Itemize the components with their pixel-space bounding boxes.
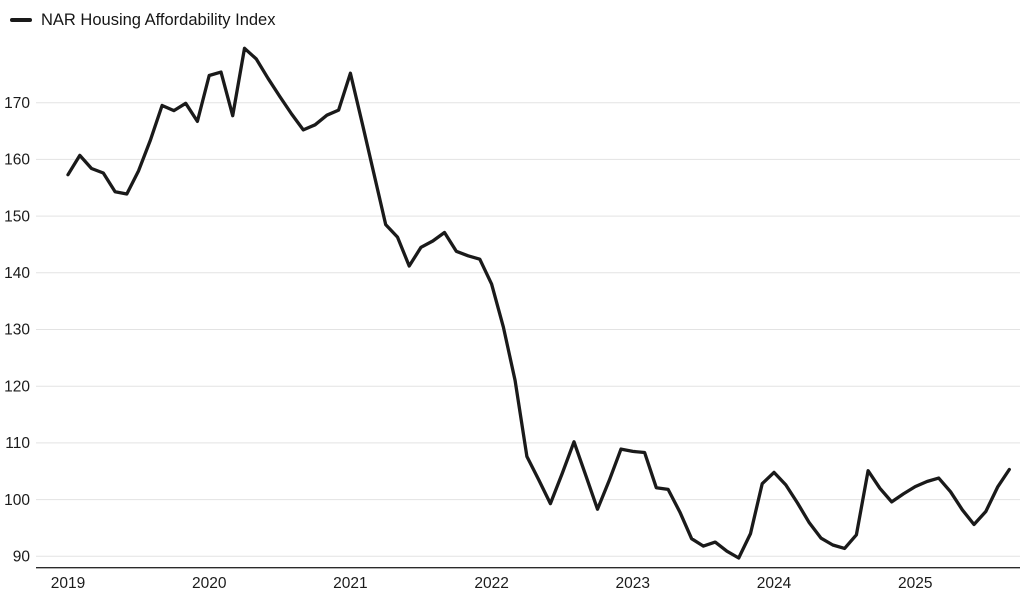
legend-label: NAR Housing Affordability Index	[41, 11, 276, 29]
legend-line-swatch-icon	[10, 18, 32, 22]
y-tick-label: 160	[4, 152, 30, 169]
y-tick-label: 140	[4, 265, 30, 282]
y-tick-label: 120	[4, 378, 30, 395]
y-tick-label: 150	[4, 208, 30, 225]
x-tick-label: 2023	[616, 575, 650, 592]
chart-legend: NAR Housing Affordability Index	[10, 10, 276, 30]
x-tick-label: 2022	[474, 575, 508, 592]
x-tick-label: 2025	[898, 575, 932, 592]
y-tick-label: 110	[5, 435, 30, 452]
x-tick-label: 2024	[757, 575, 792, 592]
y-tick-label: 170	[4, 95, 30, 112]
x-tick-label: 2019	[51, 575, 85, 592]
x-tick-label: 2021	[333, 575, 367, 592]
y-tick-label: 100	[4, 492, 30, 509]
y-tick-label: 90	[13, 549, 31, 566]
y-tick-label: 130	[4, 322, 30, 339]
x-tick-label: 2020	[192, 575, 227, 592]
data-line-nar-housing-affordability-index	[66, 46, 1011, 560]
